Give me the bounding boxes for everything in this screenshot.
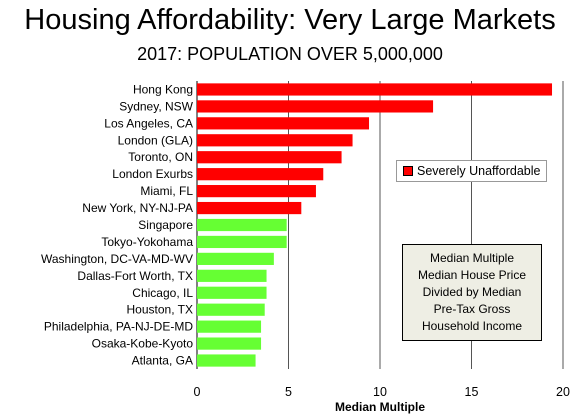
annotation-line: Pre-Tax Gross <box>433 302 511 316</box>
x-axis-ticks: 0 5 10 15 20 <box>194 385 570 399</box>
bar <box>197 354 256 367</box>
category-labels: Hong Kong Sydney, NSW Los Angeles, CA Londo… <box>41 82 194 367</box>
chart-subtitle: 2017: POPULATION OVER 5,000,000 <box>137 44 443 64</box>
category-label: Los Angeles, CA <box>104 116 193 130</box>
bar <box>197 337 262 350</box>
category-label: Chicago, IL <box>132 286 193 300</box>
legend-label: Severely Unaffordable <box>417 164 541 178</box>
category-label: London Exurbs <box>112 167 193 181</box>
tick-label: 0 <box>194 385 201 399</box>
category-label: Houston, TX <box>127 303 193 317</box>
category-label: Hong Kong <box>133 82 193 96</box>
bar <box>197 218 287 232</box>
tick-label: 20 <box>556 385 570 399</box>
bar <box>197 286 267 299</box>
annotation-box: Median Multiple Median House Price Divid… <box>402 244 542 341</box>
bar <box>197 168 324 181</box>
category-label: Miami, FL <box>140 184 193 198</box>
bar <box>197 83 553 96</box>
annotation-line: Household Income <box>421 319 523 333</box>
category-label: Washington, DC-VA-MD-WV <box>41 252 193 266</box>
chart-title: Housing Affordability: Very Large Market… <box>24 4 556 36</box>
category-label: Singapore <box>138 218 193 232</box>
category-label: Dallas-Fort Worth, TX <box>77 269 193 283</box>
x-axis-label: Median Multiple <box>335 400 425 414</box>
bar <box>197 185 316 198</box>
category-label: Tokyo-Yokohama <box>101 235 193 249</box>
category-label: Sydney, NSW <box>119 99 193 113</box>
category-label: London (GLA) <box>118 133 193 147</box>
bar <box>197 151 342 164</box>
bar <box>197 201 302 215</box>
annotation-line: Median House Price <box>417 268 527 282</box>
category-label: New York, NY-NJ-PA <box>82 201 193 215</box>
tick-label: 10 <box>373 385 387 399</box>
bars <box>197 83 553 367</box>
category-label: Toronto, ON <box>128 150 193 164</box>
bar <box>197 134 353 147</box>
bar <box>197 235 287 249</box>
tick-label: 5 <box>285 385 292 399</box>
bar <box>197 303 265 316</box>
category-label: Philadelphia, PA-NJ-DE-MD <box>44 320 193 334</box>
tick-label: 15 <box>465 385 479 399</box>
annotation-line: Divided by Median <box>422 285 522 299</box>
category-label: Osaka-Kobe-Kyoto <box>92 337 194 351</box>
category-label: Atlanta, GA <box>132 354 193 368</box>
legend: Severely Unaffordable <box>396 160 548 182</box>
legend-swatch <box>403 165 413 176</box>
bar <box>197 117 370 130</box>
bar <box>197 320 262 333</box>
bar <box>197 252 274 265</box>
bar <box>197 100 434 113</box>
bar <box>197 269 267 282</box>
annotation-line: Median Multiple <box>429 251 515 265</box>
